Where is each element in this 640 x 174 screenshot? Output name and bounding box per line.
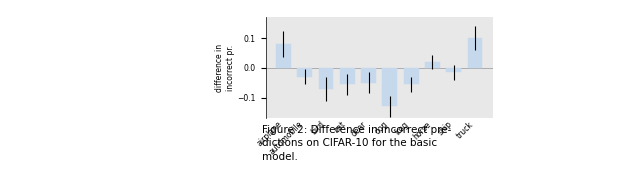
Bar [446,68,461,72]
Bar [468,38,483,68]
Bar [319,68,333,89]
Bar [276,44,291,68]
Bar [361,68,376,83]
Bar [382,68,397,106]
Bar [340,68,355,84]
Bar [404,68,419,84]
Y-axis label: difference in
incorrect pr.: difference in incorrect pr. [214,44,235,92]
Bar [297,68,312,77]
Text: Figure 2: Difference in incorrect pre-
dictions on CIFAR-10 for the basic
model.: Figure 2: Difference in incorrect pre- d… [262,125,452,162]
Bar [425,62,440,68]
